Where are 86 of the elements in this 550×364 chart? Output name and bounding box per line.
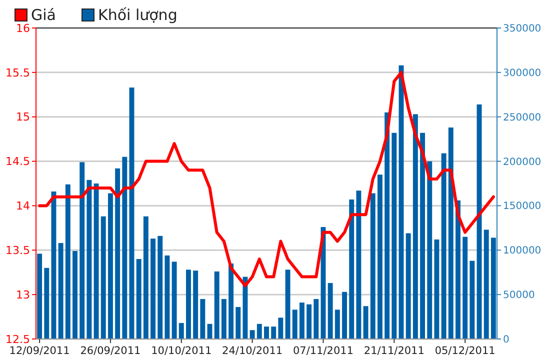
y-tick-label: 12.5 [6, 332, 30, 346]
bar [434, 239, 440, 339]
y2-tick-label: 350000 [503, 24, 542, 34]
bar [221, 299, 226, 339]
bar [100, 216, 106, 339]
bar [342, 292, 347, 339]
y-tick-label: 13 [16, 288, 30, 302]
bar [200, 299, 206, 339]
bar [186, 270, 191, 339]
bar [214, 271, 220, 339]
bar [94, 184, 99, 339]
bar [136, 259, 142, 339]
bar [462, 236, 468, 339]
bar [72, 251, 78, 339]
bar [115, 168, 120, 339]
bar [278, 318, 284, 339]
bar [349, 199, 354, 339]
bar [427, 161, 432, 339]
bar [314, 299, 319, 339]
y-tick-label: 14 [16, 200, 30, 213]
bar [292, 310, 298, 339]
bar [228, 263, 234, 339]
x-tick-label: 12/09/2011 [9, 345, 70, 357]
bar [299, 302, 304, 339]
bar [448, 128, 454, 339]
y2-tick-label: 0 [503, 334, 510, 346]
bar [172, 262, 177, 339]
bar [328, 283, 333, 339]
bar [193, 270, 198, 339]
x-tick-label: 21/11/2011 [364, 345, 424, 357]
bar [143, 216, 148, 339]
x-tick-label: 24/10/2011 [222, 345, 283, 357]
x-tick-label: 05/12/2011 [434, 345, 496, 357]
bar [250, 330, 255, 339]
bar [256, 324, 262, 339]
y2-tick-label: 300000 [503, 68, 542, 79]
bar [236, 307, 241, 339]
y-tick-label: 15 [16, 110, 30, 124]
bar [470, 260, 475, 339]
bar [420, 132, 426, 339]
bar [271, 326, 276, 339]
y2-tick-label: 250000 [503, 112, 542, 124]
bar [178, 323, 184, 339]
bar [122, 156, 128, 339]
bar [44, 268, 50, 339]
bar [384, 112, 390, 339]
bar [242, 276, 248, 339]
x-tick-label: 07/11/2011 [292, 345, 354, 357]
x-tick-label: 10/10/2011 [151, 345, 212, 357]
bar [306, 304, 312, 339]
y-tick-label: 14.5 [6, 155, 30, 168]
legend-label: Giá [31, 6, 56, 24]
bar [456, 200, 460, 339]
bar [264, 326, 269, 339]
bar [392, 132, 397, 339]
bar [108, 193, 113, 339]
bar [37, 254, 42, 339]
y-tick-label: 13.5 [6, 244, 30, 257]
bar [65, 184, 70, 339]
bar [370, 193, 376, 339]
bar [406, 233, 411, 339]
legend-label: Khối lượng [98, 6, 178, 24]
y-tick-label: 15.5 [6, 66, 30, 80]
bar [285, 270, 290, 339]
bar [490, 238, 496, 339]
bar [51, 191, 56, 339]
y2-tick-label: 50000 [503, 290, 535, 302]
bar [58, 243, 64, 339]
bar [334, 310, 340, 339]
y-tick-label: 16 [16, 22, 30, 35]
y2-tick-label: 100000 [503, 246, 542, 257]
bar [441, 153, 446, 339]
x-tick-label: 26/09/2011 [80, 345, 141, 357]
y2-tick-label: 150000 [503, 201, 542, 212]
bar [86, 180, 92, 339]
bar [80, 162, 85, 339]
bar [164, 255, 170, 339]
y2-tick-label: 200000 [503, 156, 542, 168]
bar [484, 230, 489, 339]
bar [158, 236, 163, 339]
bar [150, 238, 156, 339]
bar [412, 114, 418, 339]
bar [476, 104, 482, 339]
bar [377, 174, 382, 339]
bar [363, 306, 368, 339]
bar [356, 190, 362, 339]
